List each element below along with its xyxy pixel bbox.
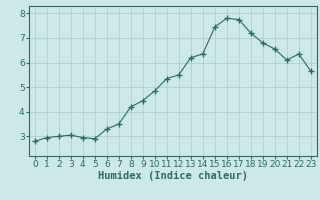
X-axis label: Humidex (Indice chaleur): Humidex (Indice chaleur) [98, 171, 248, 181]
